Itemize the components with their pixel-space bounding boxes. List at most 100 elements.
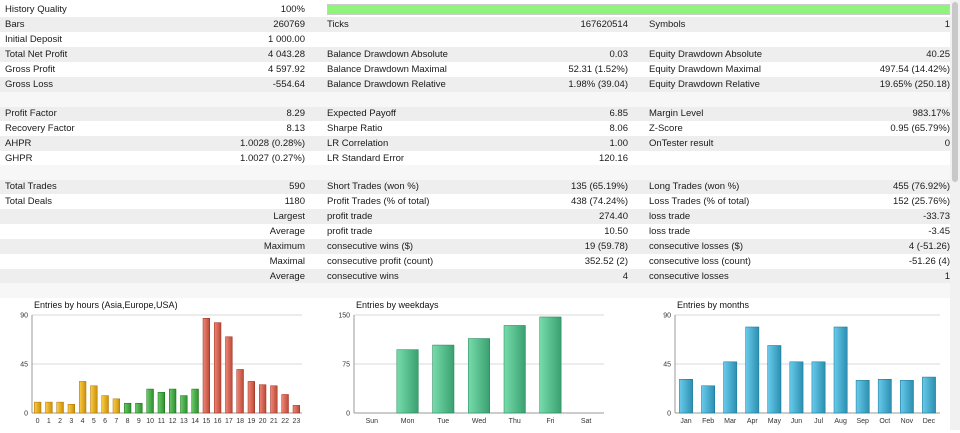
- chart-title: Entries by months: [677, 300, 750, 310]
- x-tick-label: 6: [103, 418, 107, 425]
- x-tick-label: Jun: [791, 418, 802, 425]
- metric-value: 455 (76.92%): [892, 181, 950, 192]
- bar: [180, 395, 188, 414]
- scrollbar-thumb[interactable]: [952, 2, 958, 182]
- x-tick-label: 3: [69, 418, 73, 425]
- bar: [270, 385, 278, 414]
- y-tick-label: 75: [342, 362, 350, 369]
- metric-value: 1.0027 (0.27%): [240, 153, 305, 164]
- metric-value: 0: [944, 138, 950, 149]
- x-tick-label: Jan: [680, 418, 691, 425]
- bar: [236, 369, 244, 414]
- report-row: Profit Factor 8.29 Expected Payoff 6.85 Marg…: [0, 106, 950, 121]
- metric-value: 1.98% (39.04): [568, 79, 628, 90]
- vertical-scrollbar[interactable]: [950, 0, 960, 430]
- bar: [723, 361, 738, 414]
- report-row: Maximal consecutive profit (count) 352.52 …: [0, 254, 950, 269]
- bar: [124, 402, 132, 414]
- metric-label: profit trade: [327, 211, 373, 222]
- history-quality-label: History Quality: [5, 4, 67, 15]
- x-tick-label: Nov: [901, 418, 914, 425]
- section-separator: [0, 92, 950, 107]
- metric-label: [5, 209, 155, 224]
- metric-value: 152 (25.76%): [892, 196, 950, 207]
- metric-value: 4: [622, 271, 628, 282]
- metric-label: Total Net Profit: [5, 49, 68, 60]
- bar: [112, 398, 120, 414]
- bar: [855, 380, 870, 414]
- bar: [225, 336, 233, 414]
- x-tick-label: 1: [47, 418, 51, 425]
- metric-label: consecutive losses: [649, 271, 729, 282]
- metric-label: [5, 239, 155, 254]
- section-separator: [0, 165, 950, 180]
- metric-label: Gross Loss: [5, 79, 54, 90]
- bar: [833, 326, 848, 414]
- metric-value: 590: [289, 181, 305, 192]
- metric-label: LR Standard Error: [327, 153, 405, 164]
- y-tick-label: 150: [338, 313, 350, 320]
- metric-label: LR Correlation: [327, 138, 389, 149]
- metric-label: Equity Drawdown Relative: [649, 79, 760, 90]
- chart-title: Entries by hours (Asia,Europe,USA): [34, 300, 178, 310]
- report-row: Average profit trade 10.50 loss trade -3.45: [0, 224, 950, 239]
- metric-value: 352.52 (2): [584, 256, 628, 267]
- metric-value: -3.45: [928, 226, 950, 237]
- metric-label: Margin Level: [649, 108, 704, 119]
- chart-months-svg: 0 45 90 Jan Feb Mar Apr May Jun Jul Aug Sep Oct Nov De…: [663, 313, 940, 425]
- metric-value: Largest: [273, 211, 305, 222]
- metric-value: Maximum: [263, 241, 305, 252]
- bar: [745, 326, 760, 414]
- x-tick-label: Mon: [401, 418, 415, 425]
- x-tick-label: 15: [202, 418, 210, 425]
- metric-value: 438 (74.24%): [570, 196, 628, 207]
- x-tick-label: 8: [126, 418, 130, 425]
- metric-label: Symbols: [649, 19, 686, 30]
- metric-label: Profit Trades (% of total): [327, 196, 430, 207]
- section-separator: [0, 283, 950, 298]
- bar: [90, 385, 98, 414]
- metric-label: [5, 269, 155, 284]
- metric-value: 497.54 (14.42%): [879, 64, 950, 75]
- bar: [67, 404, 75, 414]
- x-tick-label: 18: [236, 418, 244, 425]
- metric-value: Average: [269, 226, 305, 237]
- metric-value: Average: [269, 271, 305, 282]
- metric-value: 1180: [284, 196, 305, 207]
- report-row: Gross Loss -554.64 Balance Drawdown Relati…: [0, 77, 950, 92]
- x-tick-label: 12: [169, 418, 177, 425]
- report-row: AHPR 1.0028 (0.28%) LR Correlation 1.00 OnTe…: [0, 136, 950, 151]
- metric-label: GHPR: [5, 153, 33, 164]
- x-tick-label: 14: [191, 418, 199, 425]
- x-tick-label: Jul: [814, 418, 823, 425]
- metric-value: 4 043.28: [268, 49, 305, 60]
- metric-value: 1: [944, 271, 950, 282]
- x-tick-label: 17: [225, 418, 233, 425]
- x-tick-label: 2: [58, 418, 62, 425]
- metric-label: consecutive wins: [327, 271, 399, 282]
- bar: [767, 345, 782, 414]
- y-tick-label: 0: [667, 411, 671, 418]
- x-tick-label: Wed: [472, 418, 486, 425]
- report-row: Recovery Factor 8.13 Sharpe Ratio 8.06 Z-Sco…: [0, 121, 950, 136]
- metric-value: 8.29: [286, 108, 306, 119]
- x-tick-label: 19: [247, 418, 255, 425]
- metric-label: loss trade: [649, 211, 691, 222]
- x-tick-label: Sun: [366, 418, 379, 425]
- metric-value: -33.73: [923, 211, 950, 222]
- metric-label: Recovery Factor: [5, 123, 75, 134]
- bar: [877, 378, 892, 414]
- metric-label: Profit Factor: [5, 108, 57, 119]
- x-tick-label: Mar: [724, 418, 737, 425]
- bar: [101, 395, 109, 414]
- report-row: Total Deals 1180 Profit Trades (% of total…: [0, 194, 950, 209]
- report-row: Bars 260769 Ticks 167620514 Symbols 1: [0, 17, 950, 32]
- bar: [922, 376, 936, 414]
- metric-value: 6.85: [609, 108, 629, 119]
- bar: [135, 402, 143, 414]
- metric-value: 8.13: [286, 123, 306, 134]
- x-tick-label: Apr: [747, 418, 759, 425]
- bar: [900, 380, 914, 414]
- metric-label: Bars: [5, 19, 25, 30]
- metric-label: consecutive profit (count): [327, 256, 434, 267]
